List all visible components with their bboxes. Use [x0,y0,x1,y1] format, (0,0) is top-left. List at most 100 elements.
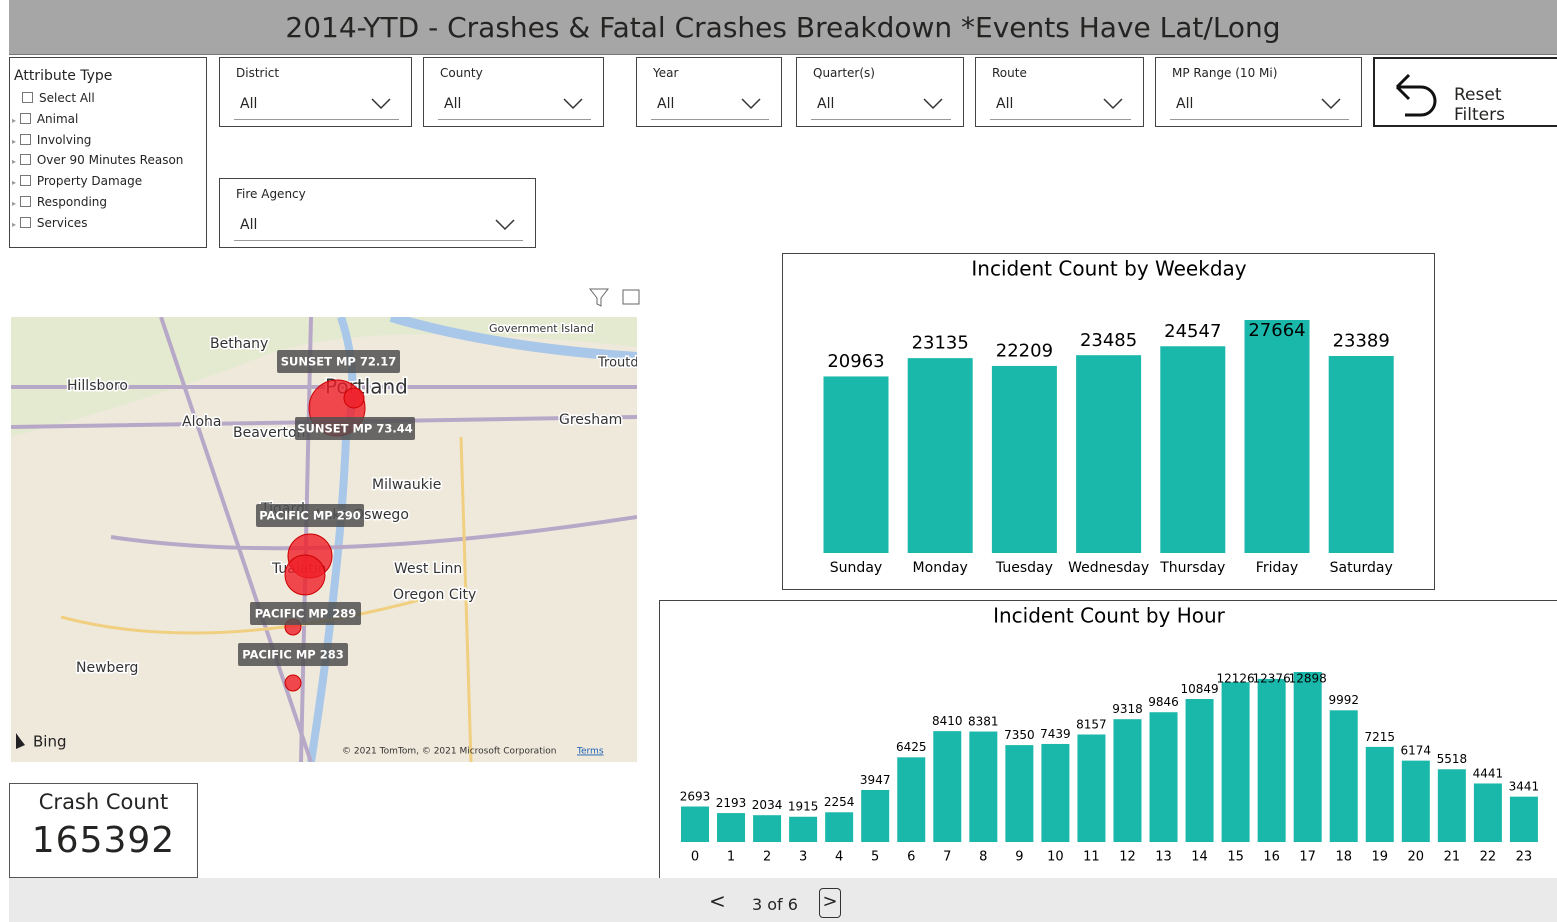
slicer-item: ▸ Services [12,215,88,230]
filter-label: Route [992,66,1027,80]
place-label: Newberg [76,660,138,676]
slicer-item-label: Property Damage [36,174,143,189]
place-label: Milwaukie [372,477,441,493]
bar [933,731,962,842]
bubble-label: PACIFIC MP 283 [242,648,343,662]
data-label: 3947 [860,773,891,787]
filter-value: All [1170,90,1349,120]
x-tick-label: 7 [943,850,951,865]
data-label: 12376 [1253,672,1291,686]
data-label: 2254 [824,795,855,809]
filter-dropdown[interactable]: Quarter(s) All [796,57,964,127]
place-label: Gresham [559,412,622,428]
data-label: 24547 [1164,321,1221,342]
filter-value: All [811,90,951,120]
prev-page[interactable]: < [709,889,726,913]
bubble-label-bg [250,602,361,625]
x-tick-label: 18 [1335,850,1352,865]
x-tick-label: Sunday [830,560,882,576]
filter-dropdown[interactable]: District All [219,57,412,127]
bar [681,806,709,842]
bar [1244,320,1310,553]
data-label: 27664 [1248,320,1305,341]
data-label: 4441 [1473,766,1504,780]
filter-dropdown[interactable]: County All [423,57,604,127]
place-label: Beaverton [233,425,305,441]
data-label: 22209 [996,341,1053,362]
x-tick-label: 21 [1444,850,1461,865]
x-tick-label: 6 [907,850,915,865]
bubble-label: PACIFIC MP 289 [255,607,356,621]
data-label: 7215 [1364,730,1395,744]
chevron [741,98,761,110]
bar [1160,346,1226,553]
slicer-item-label: Services [36,215,88,230]
bar [1149,712,1178,842]
bubble-label-bg [295,417,415,440]
filter-label: Fire Agency [236,187,306,201]
chevron [1321,98,1341,110]
slicer-item: Select All [22,91,95,105]
x-tick-label: 16 [1263,850,1280,865]
chevron [923,98,943,110]
data-label: 9992 [1328,693,1359,707]
data-label: 6425 [896,740,927,754]
bar [1041,743,1070,842]
bubble-label-bg [256,504,364,527]
hour-chart: Incident Count by Hour269302193120342191… [659,600,1557,879]
place-label: Aloha [182,414,221,430]
slicer-title: Attribute Type [14,68,113,84]
data-label: 2193 [716,796,747,810]
map-branding: Bing [33,733,67,751]
bar [1113,719,1142,842]
next-page[interactable]: > [819,888,841,918]
slicer-item: ▸ Over 90 Minutes Reason [12,153,184,168]
filter-dropdown[interactable]: MP Range (10 Mi) All [1155,57,1362,127]
bubble-label-bg [277,350,400,373]
chevron [1103,98,1123,110]
filter-dropdown[interactable]: Route All [975,57,1144,127]
x-tick-label: 11 [1083,850,1100,865]
bubble-label-bg [238,643,348,666]
slicer-item-label: Animal [36,111,79,126]
place-label: West Linn [394,561,462,577]
place-label: Troutdale [597,356,637,371]
bar [1329,710,1358,842]
slicer-item-label: Responding [36,195,108,209]
page-indicator: 3 of 6 [752,895,798,914]
filter-dropdown[interactable]: Year All [636,57,782,127]
x-tick-label: 3 [799,850,807,865]
filter-value: All [234,211,523,241]
reset-label: Reset Filters [1454,85,1505,125]
bar [1185,699,1214,842]
slicer-item: ▸ Property Damage [12,174,143,189]
bar [861,789,890,842]
data-label: 2693 [680,789,711,803]
data-label: 23135 [912,333,969,354]
filter-dropdown[interactable]: Fire Agency All [219,178,536,248]
bar [717,813,746,842]
data-label: 8381 [968,714,999,728]
bar [1077,734,1106,842]
bar [1076,355,1142,553]
slicer-item: ▸ Responding [12,195,108,209]
visual-icons [588,288,640,307]
data-label: 5518 [1437,752,1468,766]
bar [991,365,1057,553]
data-label: 3441 [1509,780,1540,794]
x-tick-label: 17 [1299,850,1316,865]
bubble-label: SUNSET MP 73.44 [297,422,412,436]
map-bubble [284,674,302,692]
filter-value-text: All [817,96,835,112]
map-bubble [284,554,326,596]
place-label: Bethany [210,336,268,352]
bar [1365,746,1394,842]
data-label: 9318 [1112,702,1143,716]
x-tick-label: 20 [1408,850,1425,865]
bar [907,358,973,553]
reset-button[interactable]: Reset Filters [1373,57,1557,127]
x-tick-label: Thursday [1159,560,1225,576]
bar [753,815,782,842]
map-terms[interactable]: Terms [576,747,604,757]
